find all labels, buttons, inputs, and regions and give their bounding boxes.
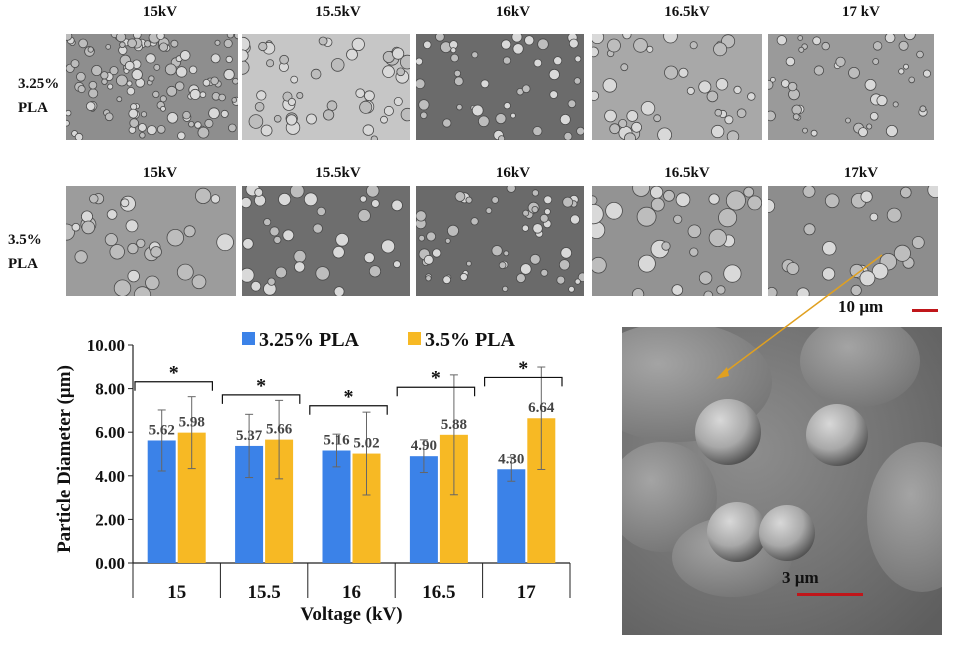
legend-label: 3.25% PLA	[259, 329, 360, 351]
row-label-3-5-pla: 3.5% PLA	[8, 228, 42, 276]
data-label: 4.90	[411, 438, 437, 454]
x-axis-title: Voltage (kV)	[300, 604, 402, 625]
sem-image-3-5-15-5kv	[242, 186, 410, 296]
significance-star: *	[518, 357, 528, 379]
legend-swatch	[242, 332, 255, 345]
legend-label: 3.5% PLA	[425, 329, 516, 351]
row-label-3-25-pla: 3.25% PLA	[18, 72, 59, 120]
data-label: 5.37	[236, 428, 263, 444]
chart-data-labels: 5.62 5.37 5.16 4.90 4.30 5.98 5.66 5.02 5.88 6.64	[149, 400, 555, 467]
x-tick-label: 16.5	[422, 582, 455, 603]
significance-bracket	[309, 405, 388, 415]
voltage-label-top-15: 15kV	[142, 4, 178, 20]
particle-diameter-chart: 0.00 2.00 4.00 6.00 8.00 10.00 15 15.5 16 16.5 17 V…	[54, 329, 571, 625]
y-tick-label: 4.00	[95, 467, 125, 486]
voltage-label-bottom-15: 15kV	[142, 165, 178, 181]
data-label: 5.66	[266, 422, 293, 438]
bar	[497, 469, 526, 563]
y-axis-title: Particle Diameter (µm)	[54, 365, 75, 553]
voltage-label-top-16: 16kV	[495, 4, 531, 20]
significance-bracket	[221, 394, 301, 404]
significance-star: *	[169, 362, 179, 384]
sem-image-3-25-16kv	[416, 34, 584, 140]
x-tick-label: 15	[167, 582, 186, 603]
scale-label-3um: 3 µm	[782, 568, 819, 587]
chart-bars	[147, 418, 556, 563]
y-tick-label: 2.00	[95, 510, 125, 529]
legend-swatch	[408, 332, 421, 345]
x-tick-label: 16	[342, 582, 361, 603]
scale-label-10um: 10 µm	[838, 297, 884, 316]
chart-axes: 0.00 2.00 4.00 6.00 8.00 10.00 15 15.5 16 16.5 17 V…	[54, 336, 571, 625]
voltage-label-top-17: 17 kV	[842, 4, 880, 20]
chart-legend: 3.25% PLA 3.5% PLA	[242, 329, 516, 351]
significance-bracket	[396, 386, 476, 397]
significance-bracket	[484, 376, 563, 387]
row-label-3-25-line1: 3.25%	[18, 76, 60, 92]
sem-image-3-25-16-5kv	[592, 34, 762, 140]
scale-bar-10um	[912, 309, 938, 312]
data-label: 5.02	[353, 436, 379, 452]
significance-star: *	[256, 375, 266, 397]
data-label: 5.98	[179, 415, 205, 431]
row-label-3-5-line2: PLA	[8, 256, 38, 272]
sem-image-3-5-16kv	[416, 186, 584, 296]
y-tick-label: 8.00	[95, 380, 125, 399]
data-label: 5.88	[441, 417, 467, 433]
significance-star: *	[431, 367, 441, 389]
data-label: 6.64	[528, 400, 555, 416]
sem-image-3-25-17kv	[768, 34, 934, 140]
x-tick-label: 15.5	[247, 582, 280, 603]
voltage-label-bottom-16-5: 16.5kV	[664, 165, 710, 181]
chart-significance: * * * * *	[134, 357, 563, 415]
sem-image-3-5-16-5kv	[592, 186, 762, 296]
row-label-3-25-line2: PLA	[18, 100, 48, 116]
data-label: 5.62	[149, 422, 175, 438]
scale-bar-3um	[797, 593, 863, 596]
voltage-label-bottom-17: 17kV	[843, 165, 879, 181]
data-label: 5.16	[323, 433, 350, 449]
voltage-label-bottom-16: 16kV	[495, 165, 531, 181]
zoom-arrow	[719, 254, 883, 377]
voltage-label-top-15-5: 15.5kV	[315, 4, 361, 20]
bar	[322, 450, 351, 563]
significance-star: *	[344, 386, 354, 408]
y-tick-label: 10.00	[87, 336, 125, 355]
row-label-3-5-line1: 3.5%	[8, 232, 42, 248]
data-label: 4.30	[498, 451, 524, 467]
sem-image-3-5-15kv	[66, 186, 236, 296]
x-tick-label: 17	[517, 582, 537, 603]
voltage-label-top-16-5: 16.5kV	[664, 4, 710, 20]
sem-image-3-25-15-5kv	[242, 34, 410, 140]
y-tick-label: 6.00	[95, 423, 125, 442]
y-tick-label: 0.00	[95, 554, 125, 573]
chart-error-bars	[157, 366, 546, 496]
significance-bracket	[134, 381, 213, 391]
sem-image-3-25-15kv	[66, 34, 238, 140]
sem-image-3-5-17kv	[768, 186, 938, 296]
bar	[409, 456, 438, 563]
voltage-label-bottom-15-5: 15.5kV	[315, 165, 361, 181]
sem-zoom-image	[622, 327, 942, 635]
zoom-arrow-head	[716, 367, 729, 379]
